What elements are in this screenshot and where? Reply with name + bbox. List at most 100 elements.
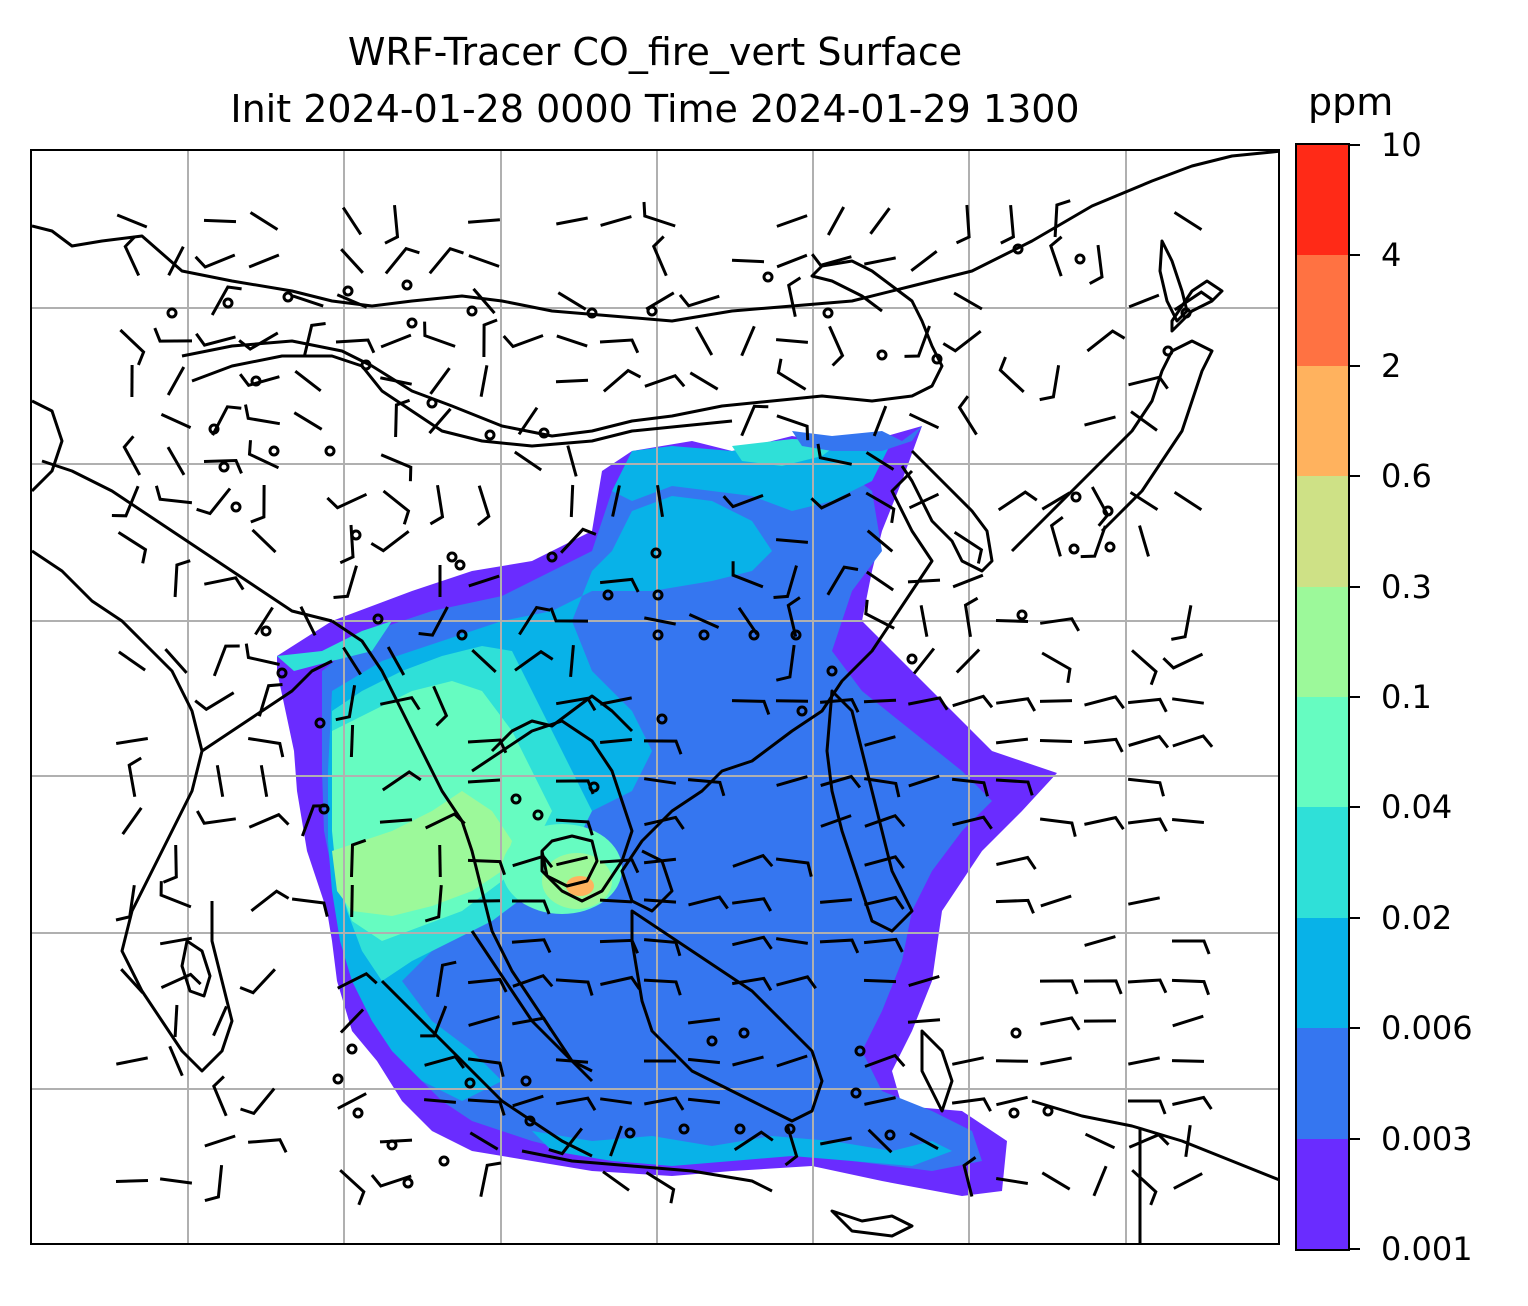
wind-barb: [1127, 777, 1165, 797]
wind-barb: [1173, 491, 1203, 511]
calm-wind-marker: [762, 271, 774, 283]
wind-barb: [1173, 290, 1214, 312]
wind-barb: [732, 1055, 764, 1067]
wind-barb: [382, 489, 411, 525]
wind-barb: [864, 599, 895, 630]
wind-barb: [687, 1097, 721, 1105]
wind-barb: [811, 253, 852, 268]
wind-barb: [291, 897, 329, 917]
wind-barb: [864, 1096, 896, 1106]
wind-barb: [678, 293, 720, 308]
calm-wind-marker: [931, 353, 943, 365]
wind-barb: [239, 373, 280, 388]
wind-barb: [1040, 1016, 1081, 1031]
wind-barb: [644, 815, 685, 830]
wind-barb: [1088, 244, 1104, 285]
wind-barb: [955, 648, 981, 674]
wind-barb: [471, 649, 497, 673]
wind-barb: [995, 1059, 1029, 1063]
wind-barb: [645, 1171, 676, 1204]
coast-java: [521, 1149, 773, 1193]
wind-barb: [423, 321, 456, 348]
wind-barb: [438, 844, 442, 878]
wind-barb: [517, 406, 539, 436]
wind-barb: [350, 838, 367, 878]
wind-barb: [194, 253, 236, 269]
wind-barb: [428, 246, 464, 275]
wind-barb: [472, 287, 496, 315]
calm-wind-marker: [850, 1087, 862, 1099]
wind-barb: [380, 333, 412, 349]
wind-barb: [293, 411, 323, 431]
calm-wind-marker: [586, 307, 598, 319]
wind-barb: [907, 578, 941, 584]
wind-barb: [1053, 199, 1071, 238]
wind-barb: [115, 737, 149, 745]
wind-barb: [995, 778, 1034, 796]
wind-barb: [1040, 894, 1072, 908]
wind-barb: [787, 276, 802, 318]
wind-barb: [1173, 211, 1203, 231]
plume-north-patch: [792, 426, 922, 451]
wind-barb: [1083, 737, 1124, 753]
wind-barb: [784, 1125, 799, 1167]
colorbar-segment: [1297, 144, 1348, 256]
wind-barb: [1041, 651, 1072, 684]
wind-barb: [775, 937, 809, 945]
colorbar-unit-label: ppm: [1308, 80, 1394, 124]
calm-wind-marker: [466, 305, 478, 317]
wind-barb: [239, 968, 276, 995]
wind-barb: [995, 898, 1035, 914]
calm-wind-marker: [510, 793, 522, 805]
wind-barb: [555, 978, 594, 996]
wind-barb: [467, 738, 508, 754]
coast-new-guinea: [1031, 1099, 1278, 1182]
wind-barb: [379, 818, 413, 824]
wind-barb: [476, 485, 491, 527]
chart-title: WRF-Tracer CO_fire_vert Surface: [347, 30, 963, 74]
colorbar-tick-label: 0.003: [1381, 1119, 1473, 1158]
calm-wind-marker: [1012, 243, 1024, 255]
wind-barb: [238, 331, 279, 351]
wind-barb: [119, 328, 146, 366]
wind-barb: [386, 646, 406, 676]
wind-barb: [116, 213, 148, 229]
wind-barb: [951, 1056, 985, 1066]
plume-west-patch: [277, 621, 392, 671]
map-panel[interactable]: [30, 149, 1280, 1245]
wind-barb: [251, 528, 277, 554]
wind-barb: [154, 485, 193, 505]
wind-barb: [121, 807, 143, 835]
calm-wind-marker: [230, 501, 242, 513]
calm-wind-marker: [332, 1073, 344, 1085]
wind-barb: [247, 440, 280, 470]
coast-china-east: [620, 469, 934, 913]
wind-barb: [512, 899, 551, 915]
calm-wind-marker: [352, 1107, 364, 1119]
wind-barb: [468, 574, 500, 588]
wind-barb: [168, 1045, 184, 1077]
wind-barb: [731, 976, 773, 992]
colorbar-tick: [1350, 144, 1360, 146]
wind-barb: [467, 1057, 505, 1078]
wind-barb: [952, 573, 984, 589]
colorbar-tick: [1350, 364, 1360, 367]
plume-java-cyan: [532, 1131, 952, 1166]
wind-barb: [865, 491, 896, 524]
wind-barb: [159, 1177, 193, 1185]
wind-barb: [467, 1098, 506, 1116]
wind-barb: [204, 1134, 236, 1148]
wind-barb: [555, 818, 594, 836]
wind-barb: [1138, 525, 1150, 557]
wind-barb: [908, 492, 940, 510]
colorbar-tick-label: 0.3: [1381, 567, 1432, 606]
wind-barb: [1127, 817, 1168, 833]
wind-barb: [337, 1092, 367, 1110]
wind-barb: [819, 898, 853, 904]
wind-barb: [384, 204, 400, 245]
calm-wind-marker: [1068, 543, 1080, 555]
wind-barb: [611, 485, 621, 517]
colorbar-segment: [1297, 476, 1348, 587]
wind-barb: [776, 975, 817, 990]
wind-barb: [420, 1005, 448, 1038]
